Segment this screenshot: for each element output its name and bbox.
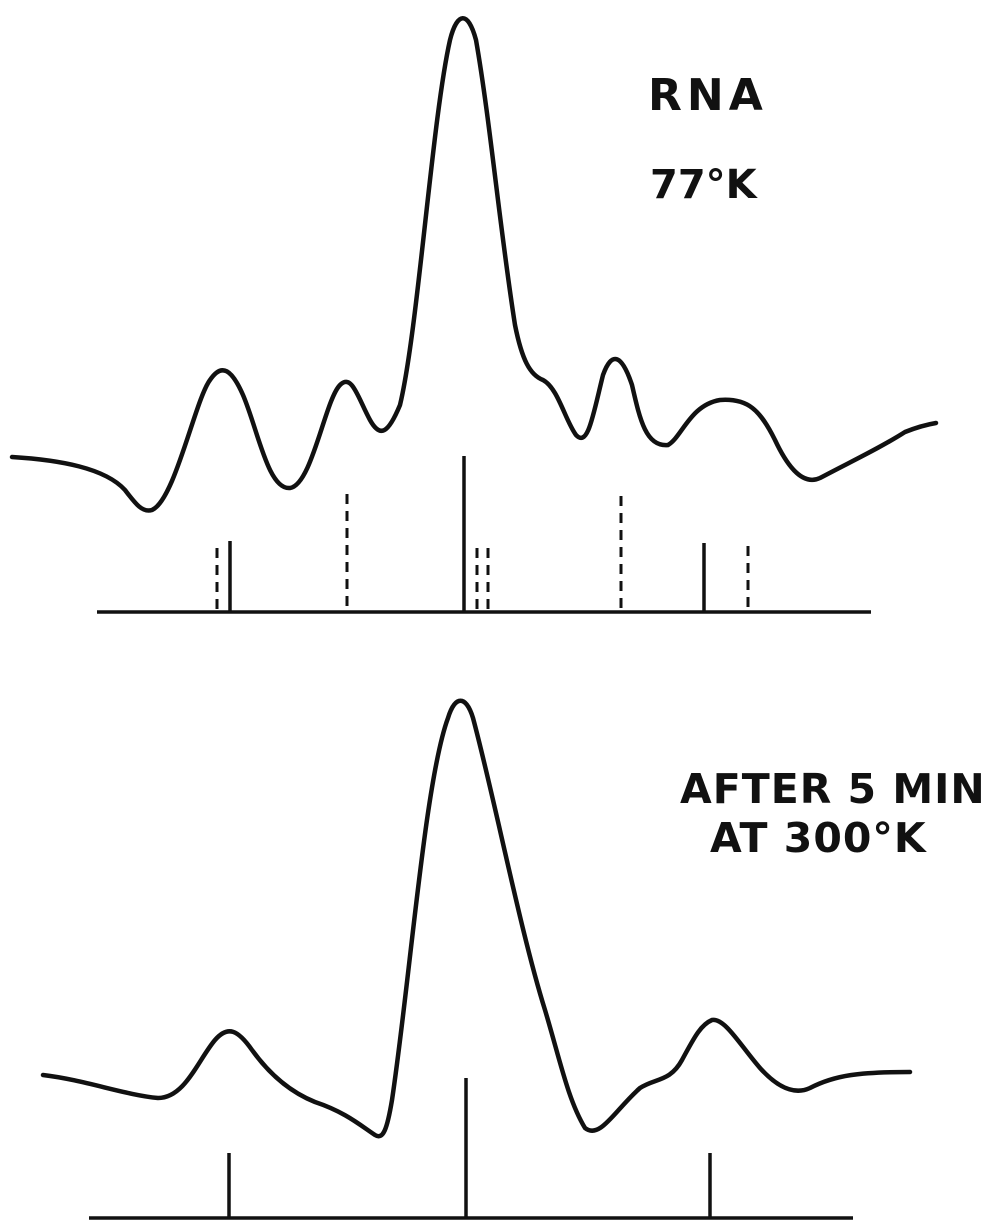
stick-markers-77k [215, 456, 750, 612]
stick-markers-300k [227, 1078, 712, 1218]
panel-rna-77k: RNA 77°K [9, 16, 939, 614]
label-temperature-77k: 77°K [650, 162, 759, 208]
spectrum-curve-77k [9, 16, 939, 513]
label-rna: RNA [648, 70, 768, 121]
label-at-300k: AT 300°K [710, 814, 928, 862]
label-after-5-min: AFTER 5 MIN. [680, 765, 984, 813]
spectrum-curve-300k [40, 698, 913, 1139]
panel-after-300k: AFTER 5 MIN. AT 300°K [40, 698, 984, 1220]
